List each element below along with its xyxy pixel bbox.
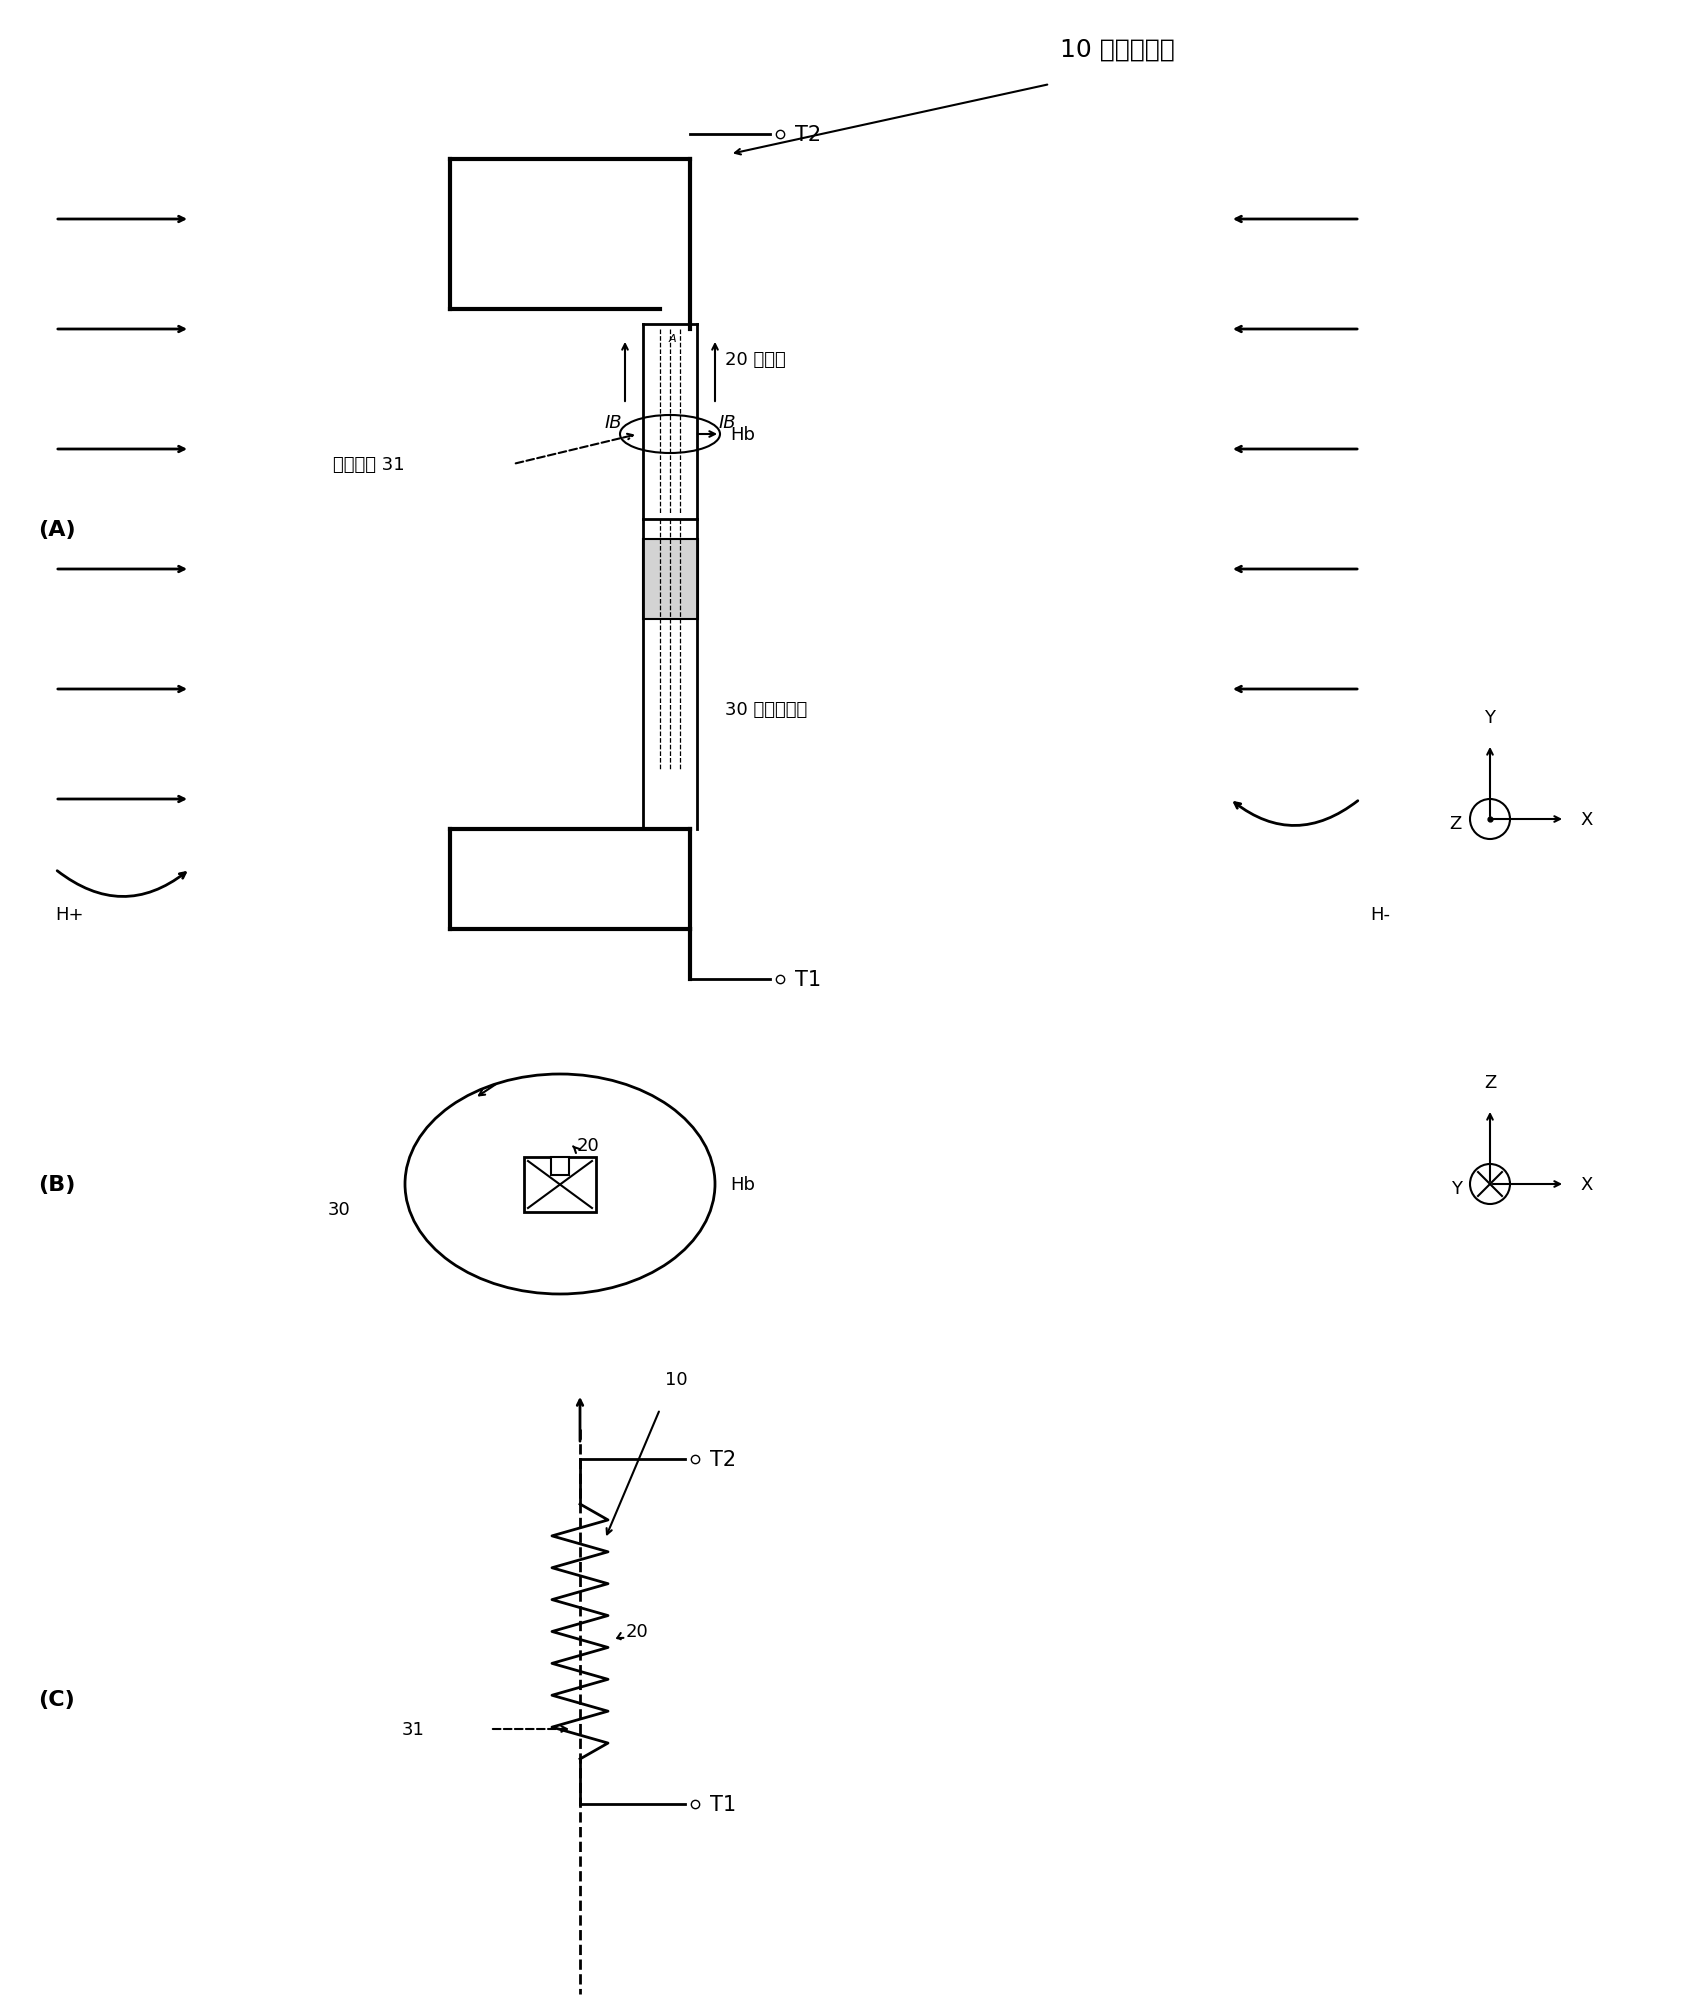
Text: 20: 20: [577, 1136, 599, 1154]
Text: H-: H-: [1370, 906, 1390, 924]
Text: (A): (A): [37, 520, 76, 540]
Text: IB: IB: [718, 413, 736, 431]
Text: 10: 10: [665, 1370, 687, 1388]
Text: 10 磁检测元件: 10 磁检测元件: [1060, 38, 1175, 62]
Bar: [550, 1158, 569, 1176]
Text: 31: 31: [403, 1720, 425, 1738]
Text: Z: Z: [1449, 814, 1463, 832]
Text: 30 偏置电流线: 30 偏置电流线: [725, 701, 808, 719]
Text: (B): (B): [37, 1174, 76, 1194]
Text: Z: Z: [1483, 1073, 1497, 1092]
Text: H+: H+: [54, 906, 83, 924]
Bar: [525, 1158, 596, 1212]
Text: 偏置电流 31: 偏置电流 31: [334, 455, 405, 473]
Text: T2: T2: [796, 125, 821, 145]
Text: X: X: [1580, 1176, 1593, 1194]
Text: 30: 30: [327, 1200, 350, 1218]
Text: A: A: [669, 334, 676, 344]
Text: Hb: Hb: [730, 425, 755, 443]
Text: T1: T1: [796, 969, 821, 989]
Text: T2: T2: [709, 1450, 736, 1470]
Text: Y: Y: [1485, 709, 1495, 727]
Text: IB: IB: [604, 413, 621, 431]
Text: X: X: [1580, 810, 1593, 828]
Text: Hb: Hb: [730, 1176, 755, 1194]
Text: Y: Y: [1451, 1180, 1463, 1198]
Text: (C): (C): [37, 1690, 74, 1710]
Bar: [643, 540, 698, 620]
Text: 20 层叠体: 20 层叠体: [725, 350, 786, 369]
Text: 20: 20: [626, 1621, 648, 1639]
Text: T1: T1: [709, 1794, 736, 1815]
